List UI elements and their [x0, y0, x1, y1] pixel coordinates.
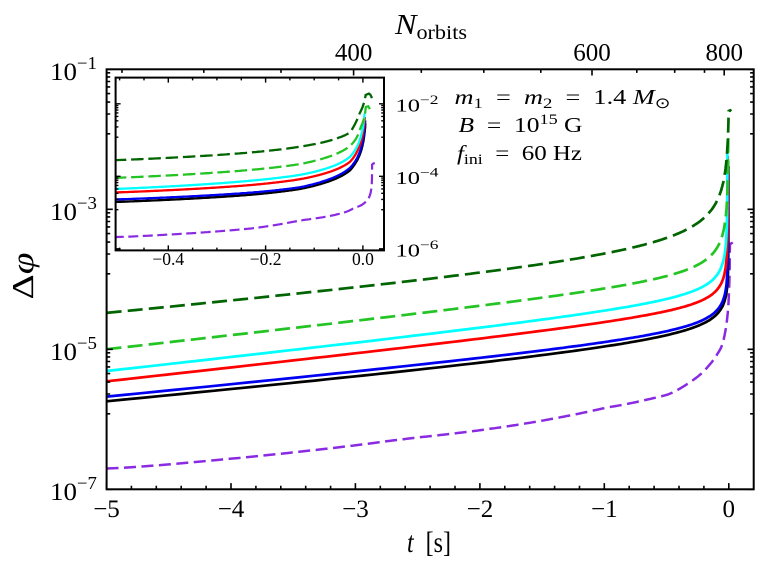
svg-text:t [s]: t [s]	[407, 526, 451, 559]
svg-text:−0.4: −0.4	[152, 249, 184, 269]
svg-text:fini = 60 Hz: fini = 60 Hz	[457, 141, 582, 168]
svg-text:−2: −2	[467, 496, 494, 523]
svg-text:−0.2: −0.2	[250, 249, 282, 269]
svg-text:600: 600	[573, 40, 611, 67]
svg-text:800: 800	[705, 40, 743, 67]
svg-text:−5: −5	[93, 496, 120, 523]
svg-text:0: 0	[723, 496, 736, 523]
svg-text:−4: −4	[218, 496, 245, 523]
svg-text:0.0: 0.0	[352, 249, 374, 269]
svg-text:−3: −3	[342, 496, 369, 523]
svg-text:400: 400	[335, 40, 373, 67]
svg-text:Δφ: Δφ	[5, 253, 40, 300]
svg-text:m1 = m2 = 1.4 M⊙: m1 = m2 = 1.4 M ⊙	[455, 85, 671, 112]
svg-text:−1: −1	[591, 496, 618, 523]
svg-text:10−7: 10 −7	[50, 473, 97, 506]
